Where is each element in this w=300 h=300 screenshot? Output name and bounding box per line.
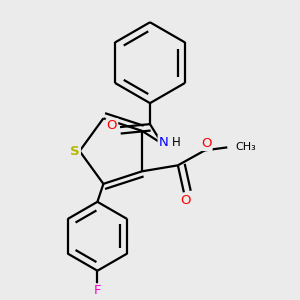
Text: H: H [172,136,181,148]
Text: S: S [70,145,80,158]
Text: F: F [94,284,101,297]
Text: O: O [107,119,117,132]
Text: N: N [159,136,168,148]
Text: O: O [180,194,190,207]
Text: CH₃: CH₃ [236,142,256,152]
Text: O: O [201,137,211,150]
